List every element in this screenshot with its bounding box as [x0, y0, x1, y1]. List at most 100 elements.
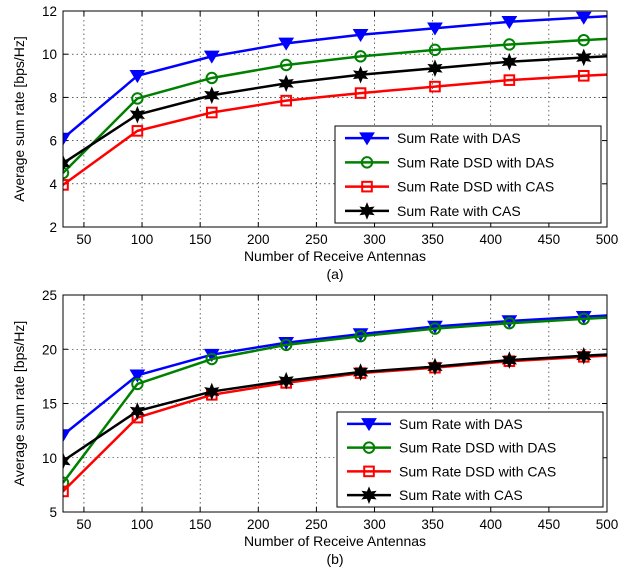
panel-caption: (a) — [326, 266, 343, 282]
x-tick-label: 150 — [189, 232, 212, 247]
legend-item: Sum Rate DSD with DAS — [347, 440, 556, 456]
data-point — [63, 476, 70, 489]
panel-caption: (b) — [326, 551, 343, 567]
data-point — [131, 377, 144, 391]
data-point — [129, 369, 146, 383]
data-point — [501, 351, 517, 369]
x-tick-label: 400 — [479, 517, 502, 532]
data-point — [354, 87, 367, 99]
data-point — [279, 58, 293, 72]
data-point — [278, 74, 294, 93]
legend-item: Sum Rate with CAS — [345, 202, 521, 220]
data-point — [203, 50, 220, 64]
data-point — [427, 22, 443, 36]
y-tick-label: 25 — [42, 288, 57, 303]
data-point — [129, 105, 146, 124]
series-line — [63, 316, 607, 484]
x-tick-label: 100 — [131, 232, 154, 247]
legend-label: Sum Rate with DAS — [399, 416, 523, 432]
x-tick-label: 200 — [247, 517, 270, 532]
x-tick-label: 50 — [76, 232, 91, 247]
x-axis-label: Number of Receive Antennas — [244, 533, 426, 549]
x-tick-label: 250 — [305, 232, 328, 247]
legend-label: Sum Rate with DAS — [397, 130, 521, 146]
legend-marker — [361, 418, 377, 432]
data-point — [429, 80, 441, 93]
data-point — [352, 363, 369, 381]
series-sum-rate-dsd-with-das — [63, 312, 607, 489]
data-point — [576, 48, 592, 67]
data-point — [428, 43, 442, 57]
data-point — [577, 312, 590, 326]
plot-frame — [62, 10, 608, 228]
series-sum-rate-with-cas — [63, 48, 607, 173]
legend-item: Sum Rate with DAS — [345, 130, 521, 146]
legend-marker — [359, 202, 375, 220]
data-point — [576, 346, 592, 365]
data-point — [354, 50, 367, 63]
data-point — [131, 92, 144, 105]
data-point — [278, 37, 295, 51]
plot-frame — [62, 294, 608, 513]
data-point — [205, 71, 218, 85]
data-point — [205, 352, 218, 366]
data-point — [575, 11, 592, 25]
legend-label: Sum Rate DSD with CAS — [399, 463, 556, 479]
y-tick-label: 2 — [49, 220, 57, 235]
legend-label: Sum Rate DSD with CAS — [397, 179, 554, 195]
y-tick-label: 8 — [49, 90, 57, 105]
data-point — [129, 70, 146, 84]
data-point — [503, 38, 516, 51]
data-point — [205, 106, 218, 119]
data-point — [63, 132, 71, 146]
legend-marker — [361, 180, 373, 193]
legend-item: Sum Rate with DAS — [347, 416, 523, 432]
x-tick-label: 500 — [596, 517, 619, 532]
data-point — [131, 125, 144, 137]
legend-item: Sum Rate with CAS — [347, 486, 523, 504]
legend-label: Sum Rate DSD with DAS — [397, 154, 554, 170]
data-point — [280, 94, 292, 107]
data-point — [577, 33, 590, 47]
data-point — [354, 330, 367, 343]
data-point — [427, 357, 443, 376]
y-tick-label: 20 — [42, 342, 57, 357]
legend-marker — [360, 156, 374, 169]
y-tick-label: 5 — [49, 505, 57, 520]
legend: Sum Rate with DAS Sum Rate DSD with DAS Su… — [336, 411, 604, 508]
data-point — [204, 382, 220, 401]
data-point — [63, 154, 71, 173]
y-tick-label: 15 — [42, 397, 57, 412]
x-tick-label: 350 — [421, 517, 444, 532]
x-tick-label: 300 — [363, 517, 386, 532]
legend-item: Sum Rate DSD with CAS — [347, 463, 556, 479]
y-tick-label: 12 — [42, 4, 57, 19]
legend-label: Sum Rate with CAS — [399, 487, 523, 503]
data-point — [428, 322, 442, 335]
data-point — [279, 338, 293, 352]
data-point — [503, 317, 516, 330]
legend: Sum Rate with DAS Sum Rate DSD with DAS Su… — [334, 125, 602, 224]
data-point — [129, 402, 146, 420]
y-axis-label: Average sum rate [bps/Hz] — [11, 36, 27, 201]
x-tick-label: 250 — [305, 517, 328, 532]
y-tick-label: 4 — [49, 177, 57, 192]
series-sum-rate-with-das — [63, 11, 607, 146]
chart-panel-b: 50 100 150 200 250 300 350 400 450 500 5 10 15 20 25 Nu… — [11, 288, 618, 567]
x-tick-label: 350 — [421, 232, 444, 247]
legend-box — [336, 411, 604, 508]
legend-label: Sum Rate with CAS — [397, 203, 521, 219]
x-tick-label: 150 — [189, 517, 212, 532]
y-tick-label: 10 — [42, 451, 57, 466]
legend-item: Sum Rate DSD with DAS — [345, 154, 554, 170]
x-tick-label: 200 — [247, 232, 270, 247]
x-tick-label: 500 — [596, 232, 619, 247]
legend-label: Sum Rate DSD with DAS — [399, 440, 556, 456]
series-sum-rate-dsd-with-das — [63, 33, 607, 180]
series-line — [63, 37, 607, 174]
data-point — [501, 52, 517, 71]
data-point — [501, 16, 518, 30]
x-tick-label: 300 — [363, 232, 386, 247]
legend-marker — [362, 441, 376, 454]
data-point — [427, 59, 443, 78]
